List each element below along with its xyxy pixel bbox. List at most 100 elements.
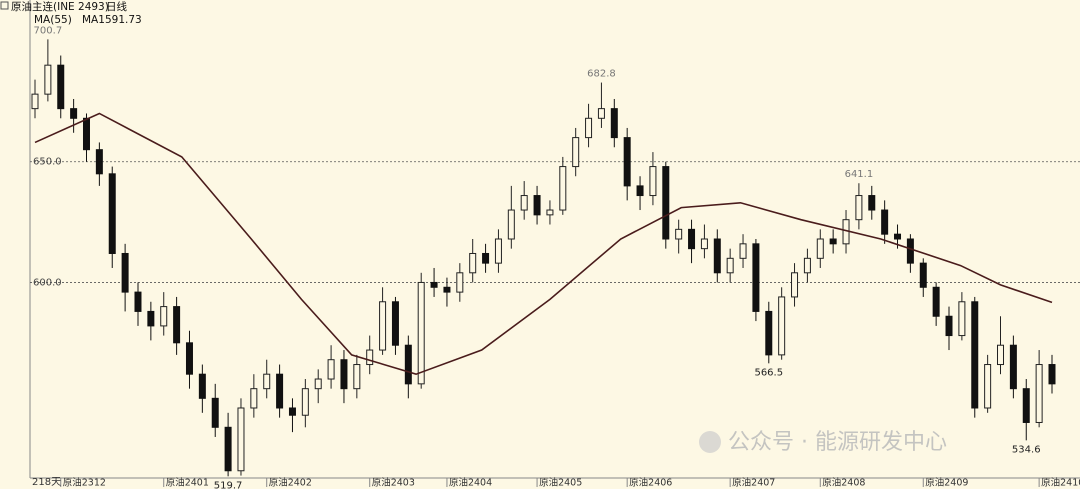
candle-body: [752, 243, 760, 312]
candle-body: [520, 195, 528, 211]
candle-body: [662, 166, 670, 240]
candle-body: [301, 388, 309, 416]
candle-body: [894, 233, 902, 240]
x-tick-label: 原油2409: [925, 477, 968, 489]
candle-body: [198, 373, 206, 399]
candle-body: [237, 407, 245, 472]
ma-value: 591.73: [105, 14, 142, 26]
x-tick-label: 原油2407: [732, 477, 775, 489]
candle-body: [778, 296, 786, 356]
candle-body: [121, 252, 129, 293]
candle-body: [919, 262, 927, 288]
candle-body: [906, 238, 914, 264]
extreme-label: 641.1: [845, 169, 874, 180]
candle-body: [469, 252, 477, 274]
x-tick-label: 原油2408: [822, 477, 865, 489]
x-tick-label: 原油2404: [449, 477, 492, 489]
y-tick-label: 600.0: [33, 277, 62, 288]
candle-body: [391, 301, 399, 346]
candle-body: [971, 301, 979, 409]
candle-body: [855, 195, 863, 221]
x-tick-label: 原油2406: [629, 477, 672, 489]
candle-body: [95, 149, 103, 175]
candle-body: [958, 301, 966, 337]
candle-body: [314, 378, 322, 390]
candle-body: [816, 238, 824, 259]
x-tick-label: 原油2410: [1041, 477, 1080, 489]
candle-body: [610, 108, 618, 139]
x-tick-label: 原油2312: [63, 477, 106, 489]
candle-body: [44, 64, 52, 95]
candle-body: [868, 195, 876, 211]
candle-body: [1035, 364, 1043, 423]
candle-body: [340, 359, 348, 390]
candle-body: [134, 291, 142, 312]
candle-body: [881, 209, 889, 235]
x-tick-label: 原油2405: [539, 477, 582, 489]
extreme-label: 566.5: [754, 367, 783, 378]
candle-body: [649, 166, 657, 197]
x-tick-label: 原油2402: [269, 477, 312, 489]
candle-body: [765, 310, 773, 356]
candle-body: [173, 306, 181, 344]
candle-body: [507, 209, 515, 240]
candle-body: [559, 166, 567, 211]
candle-body: [636, 185, 644, 197]
candle-body: [1022, 388, 1030, 423]
candle-body: [82, 117, 90, 151]
ma-name: MA1: [82, 14, 105, 26]
candle-body: [456, 272, 464, 293]
indicator[interactable]: MA(55): [34, 14, 72, 26]
candle-body: [31, 93, 39, 110]
candle-body: [108, 173, 116, 254]
candle-body: [726, 257, 734, 274]
candle-body: [1048, 364, 1056, 385]
x-tick-label: 原油2403: [372, 477, 415, 489]
candle-body: [585, 117, 593, 139]
candle-body: [250, 388, 258, 409]
ma-line: [34, 112, 1053, 376]
x-tick-label: 原油2401: [166, 477, 209, 489]
candle-body: [288, 407, 296, 416]
extreme-label: 700.7: [34, 25, 63, 36]
extreme-label: 682.8: [587, 69, 616, 80]
period[interactable]: 日线: [106, 0, 127, 13]
extreme-label: 534.6: [1012, 444, 1041, 455]
candle-body: [211, 397, 219, 428]
candle-body: [160, 306, 168, 327]
candle-body: [623, 137, 631, 187]
extreme-label: 519.7: [214, 480, 243, 489]
candle-body: [185, 342, 193, 375]
bar-count: 218天: [32, 477, 61, 488]
candle-body: [932, 286, 940, 317]
candle-body: [353, 364, 361, 390]
candle-body: [276, 373, 284, 409]
candle-body: [739, 243, 747, 259]
candle-body: [482, 252, 490, 264]
candle-body: [713, 238, 721, 274]
watermark: 公众号 · 能源研发中心: [728, 430, 947, 455]
candle-body: [70, 108, 78, 119]
candle-body: [224, 426, 232, 472]
candle-body: [997, 344, 1005, 366]
symbol-title: 原油主连(INE 2493): [11, 0, 109, 13]
y-tick-label: 650.0: [33, 157, 62, 168]
candle-body: [57, 64, 65, 110]
candle-body: [327, 359, 335, 380]
candle-body: [829, 238, 837, 245]
candle-body: [494, 238, 502, 264]
candle-body: [675, 228, 683, 240]
candle-body: [546, 209, 554, 216]
candle-body: [803, 257, 811, 274]
candle-body: [1009, 344, 1017, 390]
candle-body: [366, 349, 374, 366]
candle-body: [688, 228, 696, 250]
menu-icon[interactable]: [0, 1, 9, 10]
candle-body: [404, 344, 412, 385]
candle-body: [791, 272, 799, 298]
candle-body: [379, 301, 387, 351]
candle-body: [263, 373, 271, 390]
candle-body: [572, 137, 580, 168]
